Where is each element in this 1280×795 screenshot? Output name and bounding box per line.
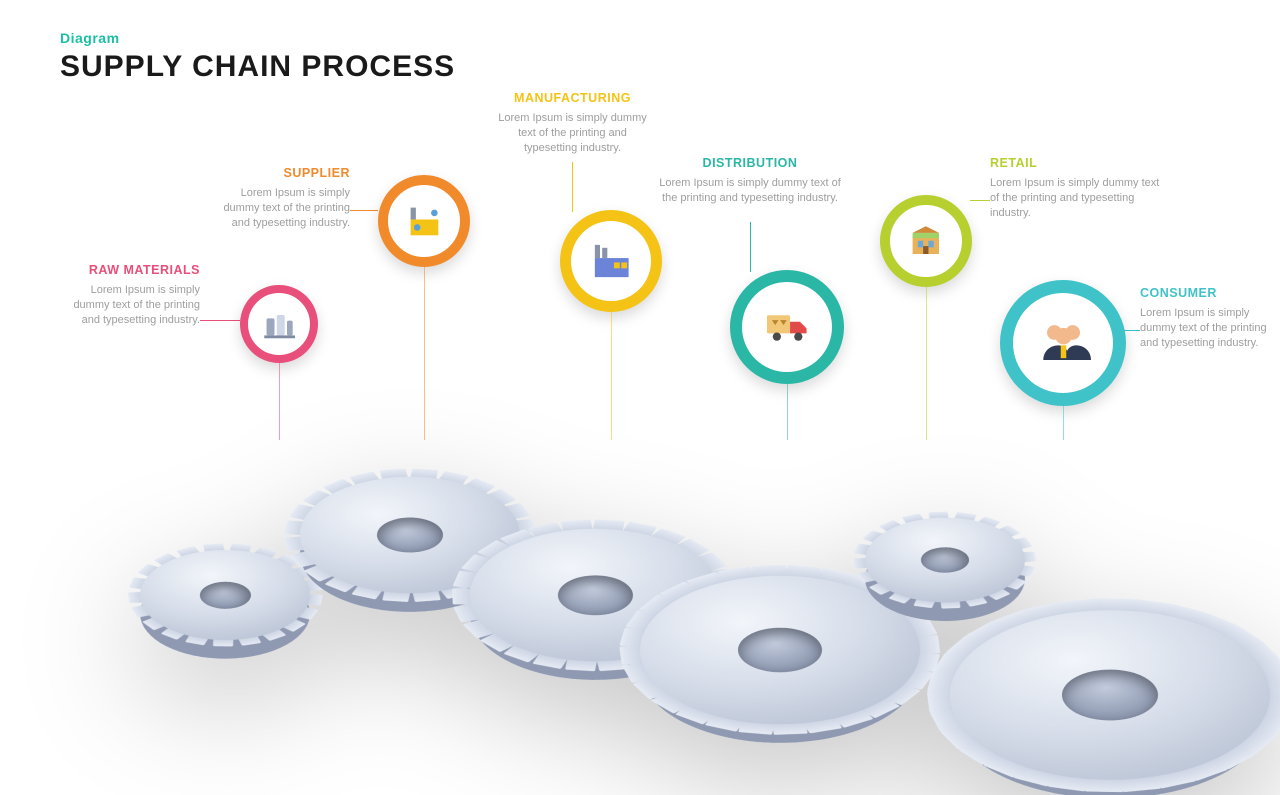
label-desc-supplier: Lorem Ipsum is simply dummy text of the …: [215, 186, 350, 231]
drop-distribution: [787, 384, 788, 440]
node-retail: [880, 195, 972, 287]
node-manufacturing: [560, 210, 662, 312]
connector-raw: [200, 320, 240, 321]
label-title-raw: RAW MATERIALS: [60, 262, 200, 279]
connector-retail: [970, 200, 990, 201]
drop-raw: [279, 363, 280, 440]
label-distribution: DISTRIBUTION Lorem Ipsum is simply dummy …: [655, 155, 845, 206]
label-title-supplier: SUPPLIER: [215, 165, 350, 182]
label-title-distribution: DISTRIBUTION: [655, 155, 845, 172]
label-desc-manufacturing: Lorem Ipsum is simply dummy text of the …: [490, 111, 655, 156]
drop-supplier: [424, 267, 425, 440]
label-consumer: CONSUMER Lorem Ipsum is simply dummy text…: [1140, 285, 1270, 350]
connector-distribution: [750, 222, 751, 272]
label-supplier: SUPPLIER Lorem Ipsum is simply dummy text…: [215, 165, 350, 230]
label-desc-distribution: Lorem Ipsum is simply dummy text of the …: [655, 176, 845, 206]
drop-manufacturing: [611, 312, 612, 440]
label-raw: RAW MATERIALS Lorem Ipsum is simply dummy…: [60, 262, 200, 327]
label-title-retail: RETAIL: [990, 155, 1160, 172]
supplier-icon: [378, 175, 470, 267]
raw-icon: [240, 285, 318, 363]
node-consumer: [1000, 280, 1126, 406]
drop-consumer: [1063, 406, 1064, 440]
diagram-stage: RAW MATERIALS Lorem Ipsum is simply dummy…: [0, 0, 1280, 720]
drop-retail: [926, 287, 927, 440]
node-raw: [240, 285, 318, 363]
label-desc-raw: Lorem Ipsum is simply dummy text of the …: [60, 283, 200, 328]
label-title-consumer: CONSUMER: [1140, 285, 1270, 302]
label-desc-retail: Lorem Ipsum is simply dummy text of the …: [990, 176, 1160, 221]
node-distribution: [730, 270, 844, 384]
manufacturing-icon: [560, 210, 662, 312]
node-supplier: [378, 175, 470, 267]
label-manufacturing: MANUFACTURING Lorem Ipsum is simply dummy…: [490, 90, 655, 155]
label-retail: RETAIL Lorem Ipsum is simply dummy text o…: [990, 155, 1160, 220]
consumer-icon: [1000, 280, 1126, 406]
connector-manufacturing: [572, 162, 573, 212]
retail-icon: [880, 195, 972, 287]
label-desc-consumer: Lorem Ipsum is simply dummy text of the …: [1140, 306, 1270, 351]
distribution-icon: [730, 270, 844, 384]
label-title-manufacturing: MANUFACTURING: [490, 90, 655, 107]
connector-supplier: [350, 210, 378, 211]
